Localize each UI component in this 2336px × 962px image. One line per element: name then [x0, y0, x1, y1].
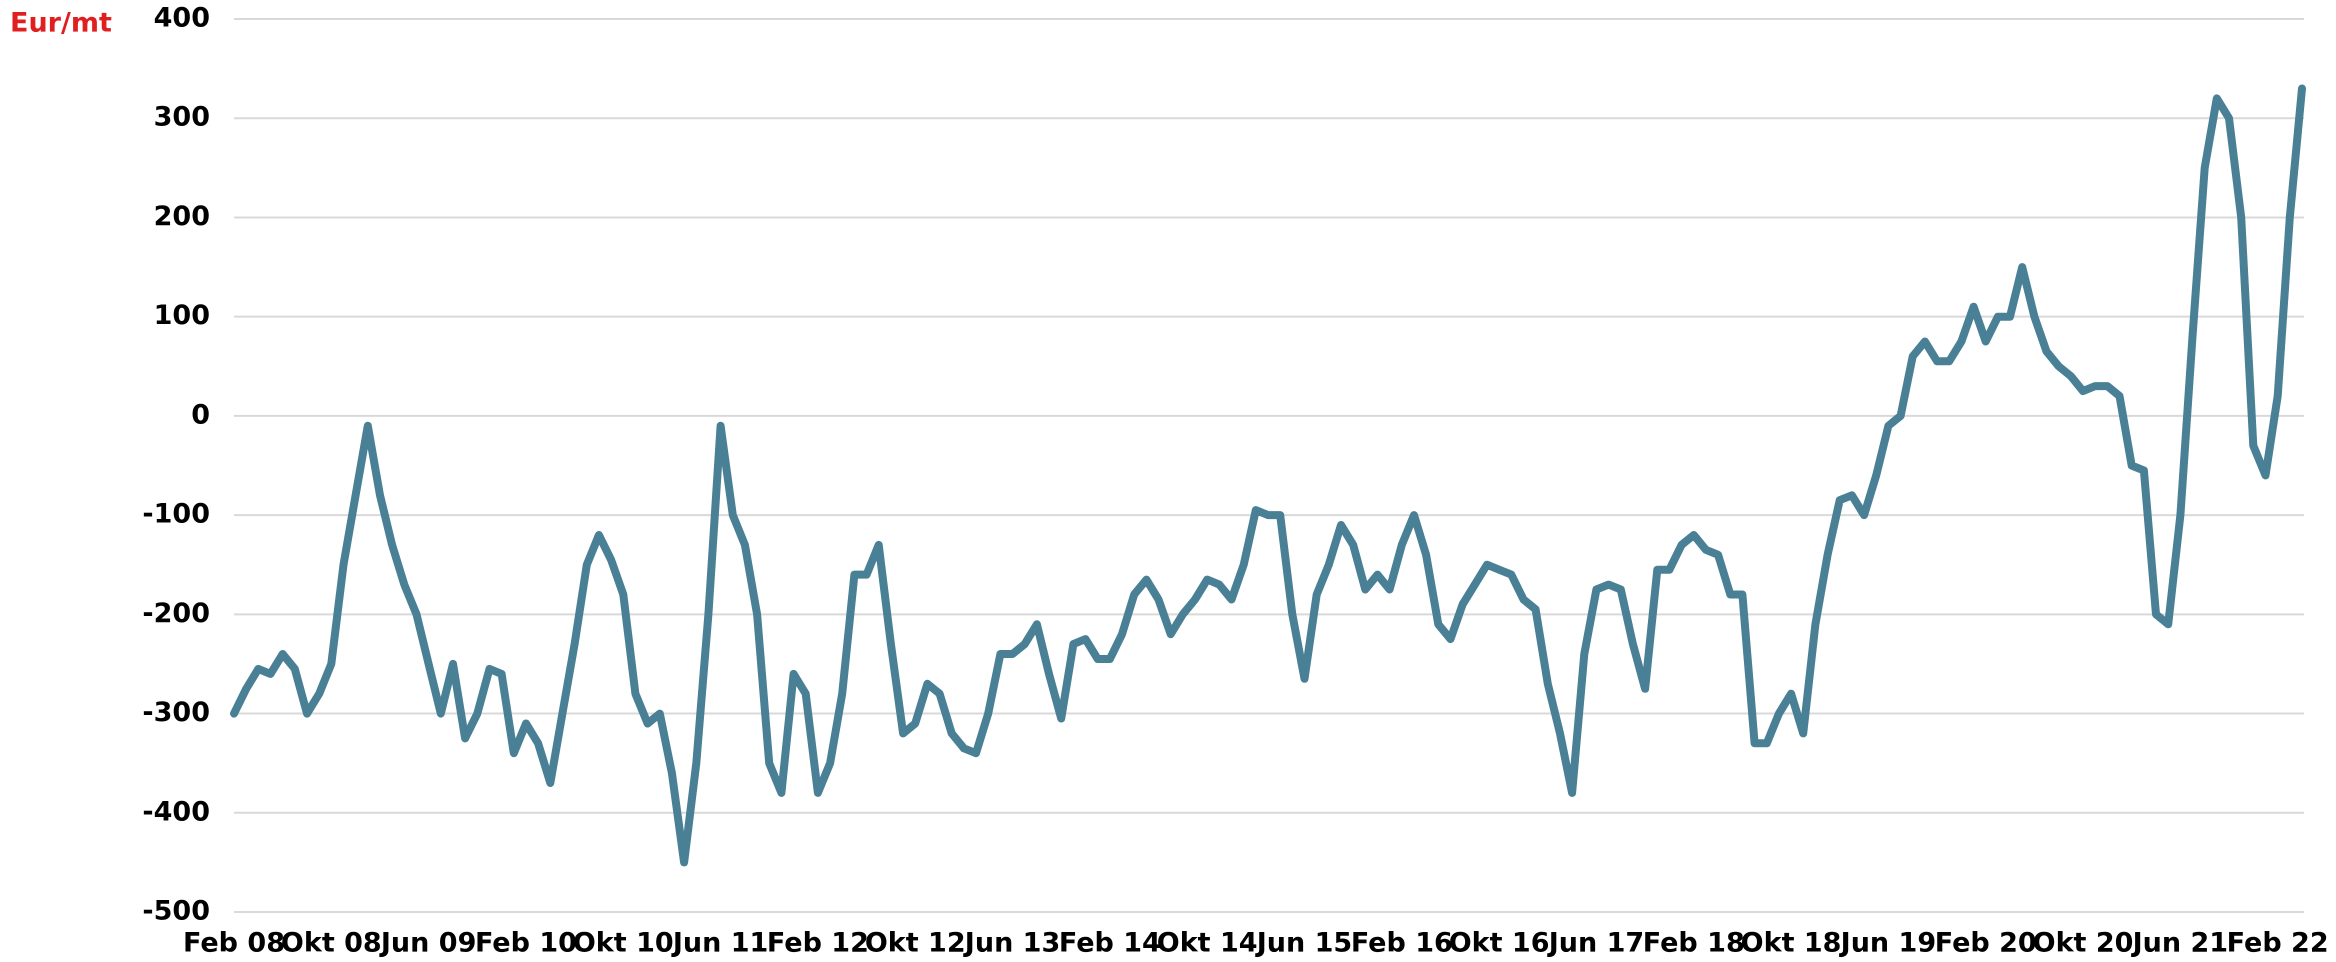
y-tick-label: 0 [191, 399, 210, 430]
x-tick-label: Feb 08 [183, 928, 285, 959]
y-axis-label: Eur/mt [10, 8, 112, 39]
x-tick-label: Jun 17 [1547, 928, 1644, 959]
y-tick-label: 200 [154, 201, 210, 232]
x-tick-label: Okt 18 [1741, 928, 1842, 959]
x-tick-label: Okt 12 [865, 928, 966, 959]
x-tick-label: Feb 14 [1059, 928, 1161, 959]
x-tick-label: Jun 11 [671, 928, 768, 959]
x-tick-label: Okt 08 [281, 928, 382, 959]
y-tick-label: -400 [142, 796, 210, 827]
x-tick-label: Feb 18 [1643, 928, 1745, 959]
x-tick-label: Feb 20 [1935, 928, 2037, 959]
x-tick-label: Jun 15 [1255, 928, 1352, 959]
y-tick-label: 100 [154, 300, 210, 331]
x-tick-label: Feb 10 [475, 928, 577, 959]
x-tick-label: Jun 21 [2131, 928, 2228, 959]
y-tick-label: 300 [154, 102, 210, 133]
y-tick-label: 400 [154, 3, 210, 34]
x-tick-label: Feb 16 [1351, 928, 1453, 959]
x-tick-label: Jun 09 [379, 928, 476, 959]
y-tick-label: -200 [142, 598, 210, 629]
x-tick-label: Okt 10 [573, 928, 674, 959]
x-tick-label: Okt 20 [2033, 928, 2134, 959]
x-tick-label: Okt 16 [1449, 928, 1550, 959]
data-line [230, 84, 2306, 867]
y-tick-label: -500 [142, 896, 210, 927]
y-tick-label: -100 [142, 499, 210, 530]
x-tick-label: Feb 12 [767, 928, 869, 959]
x-tick-label: Feb 22 [2227, 928, 2329, 959]
x-tick-label: Jun 13 [963, 928, 1060, 959]
x-tick-label: Okt 14 [1157, 928, 1258, 959]
y-tick-label: -300 [142, 697, 210, 728]
x-tick-label: Jun 19 [1839, 928, 1936, 959]
